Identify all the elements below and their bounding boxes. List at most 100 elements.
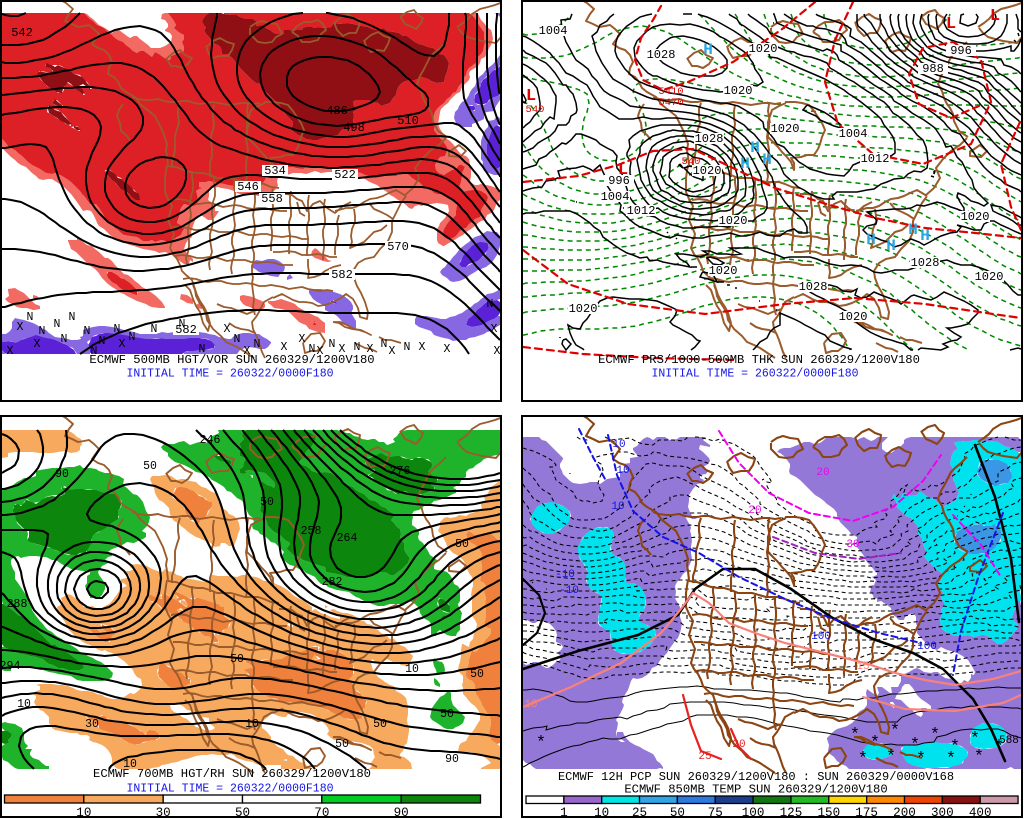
svg-text:1012: 1012: [861, 152, 890, 166]
svg-text:X: X: [367, 343, 374, 356]
svg-text:N: N: [151, 323, 158, 336]
svg-text:30: 30: [846, 539, 859, 551]
svg-text:ECMWF PRS/1000-500MB THK SUN 2: ECMWF PRS/1000-500MB THK SUN 260329/1200…: [598, 353, 920, 367]
svg-text:*: *: [970, 730, 980, 749]
svg-text:N: N: [254, 338, 261, 351]
svg-text:X: X: [317, 345, 324, 358]
svg-text:X: X: [389, 345, 396, 358]
svg-text:1020: 1020: [839, 310, 868, 324]
svg-text:N: N: [61, 333, 68, 346]
svg-text:996: 996: [950, 44, 972, 58]
svg-text:50: 50: [230, 653, 244, 666]
svg-text:H: H: [703, 41, 713, 59]
svg-text:H: H: [762, 151, 772, 169]
svg-text:*: *: [974, 748, 984, 767]
svg-text:588: 588: [999, 735, 1019, 747]
svg-text:582: 582: [331, 268, 353, 282]
svg-text:10: 10: [17, 698, 31, 711]
svg-text:INITIAL TIME = 260322/0000F180: INITIAL TIME = 260322/0000F180: [126, 783, 333, 796]
svg-text:X: X: [119, 338, 126, 351]
svg-text:30: 30: [85, 718, 99, 731]
svg-text:50: 50: [470, 668, 484, 681]
svg-text:258: 258: [301, 525, 322, 538]
svg-text:1020: 1020: [749, 42, 778, 56]
svg-text:50: 50: [143, 460, 157, 473]
svg-text:N: N: [91, 345, 98, 358]
svg-text:276: 276: [390, 465, 411, 478]
svg-text:X: X: [17, 321, 24, 334]
svg-text:ECMWF 700MB HGT/RH SUN 260329/: ECMWF 700MB HGT/RH SUN 260329/1200V180: [93, 767, 371, 781]
svg-text:N: N: [27, 311, 34, 324]
svg-text:X: X: [281, 341, 288, 354]
svg-text:L: L: [990, 7, 1000, 26]
svg-text:5410: 5410: [658, 86, 683, 98]
svg-text:H: H: [886, 237, 896, 255]
svg-text:H: H: [866, 231, 876, 249]
svg-text:-10: -10: [559, 585, 579, 597]
svg-text:90: 90: [394, 806, 409, 819]
svg-text:*: *: [910, 736, 920, 755]
svg-text:1020: 1020: [569, 302, 598, 316]
svg-text:*: *: [536, 734, 546, 753]
svg-text:498: 498: [343, 121, 365, 135]
svg-text:N: N: [234, 333, 241, 346]
svg-text:50: 50: [373, 718, 387, 731]
svg-text:1020: 1020: [961, 210, 990, 224]
svg-text:1020: 1020: [693, 164, 722, 178]
svg-text:1004: 1004: [839, 127, 868, 141]
svg-text:558: 558: [261, 192, 283, 206]
svg-text:*: *: [886, 748, 896, 767]
svg-text:542: 542: [11, 26, 33, 40]
svg-text:300: 300: [931, 806, 954, 819]
svg-text:*: *: [858, 750, 868, 769]
svg-text:ECMWF 850MB TEMP SUN 260329/12: ECMWF 850MB TEMP SUN 260329/1200V180: [624, 783, 887, 797]
svg-text:L: L: [946, 15, 956, 34]
svg-text:546: 546: [237, 180, 259, 194]
svg-text:-10: -10: [555, 569, 575, 581]
svg-text:X: X: [339, 343, 346, 356]
svg-text:50: 50: [455, 538, 469, 551]
svg-text:N: N: [129, 331, 136, 344]
svg-text:N: N: [309, 343, 316, 356]
svg-text:30: 30: [156, 806, 171, 819]
svg-text:15: 15: [856, 661, 869, 673]
svg-text:1004: 1004: [601, 190, 630, 204]
svg-text:1: 1: [560, 806, 568, 819]
svg-text:N: N: [199, 343, 206, 356]
svg-text:25: 25: [632, 806, 647, 819]
svg-text:282: 282: [322, 576, 343, 589]
svg-text:X: X: [419, 341, 426, 354]
svg-text:10: 10: [616, 465, 629, 477]
svg-text:400: 400: [969, 806, 992, 819]
svg-text:1012: 1012: [627, 204, 656, 218]
svg-text:*: *: [930, 726, 940, 745]
svg-text:N: N: [404, 341, 411, 354]
svg-text:10: 10: [524, 699, 537, 711]
svg-text:H: H: [920, 227, 930, 245]
svg-text:N: N: [487, 298, 494, 311]
svg-text:INITIAL TIME = 260322/0000F180: INITIAL TIME = 260322/0000F180: [651, 368, 858, 381]
svg-text:N: N: [39, 325, 46, 338]
svg-text:1020: 1020: [771, 122, 800, 136]
svg-text:L: L: [526, 87, 536, 106]
svg-text:10: 10: [405, 663, 419, 676]
svg-text:L: L: [618, 161, 628, 180]
svg-text:N: N: [54, 318, 61, 331]
svg-text:486: 486: [326, 104, 348, 118]
svg-text:125: 125: [780, 806, 803, 819]
svg-text:150: 150: [817, 806, 840, 819]
svg-text:20: 20: [732, 739, 745, 751]
svg-text:50: 50: [235, 806, 250, 819]
svg-text:20: 20: [748, 505, 761, 517]
svg-text:N: N: [99, 335, 106, 348]
svg-text:175: 175: [855, 806, 878, 819]
svg-text:X: X: [34, 338, 41, 351]
svg-text:N: N: [354, 341, 361, 354]
svg-text:INITIAL TIME = 260322/0000F180: INITIAL TIME = 260322/0000F180: [126, 368, 333, 381]
svg-text:1028: 1028: [799, 280, 828, 294]
svg-text:522: 522: [334, 168, 356, 182]
svg-text:1028: 1028: [911, 256, 940, 270]
svg-text:X: X: [7, 345, 14, 358]
svg-text:ECMWF 12H PCP SUN 260329/1200V: ECMWF 12H PCP SUN 260329/1200V180 : SUN …: [558, 770, 954, 784]
svg-text:*: *: [890, 722, 900, 741]
